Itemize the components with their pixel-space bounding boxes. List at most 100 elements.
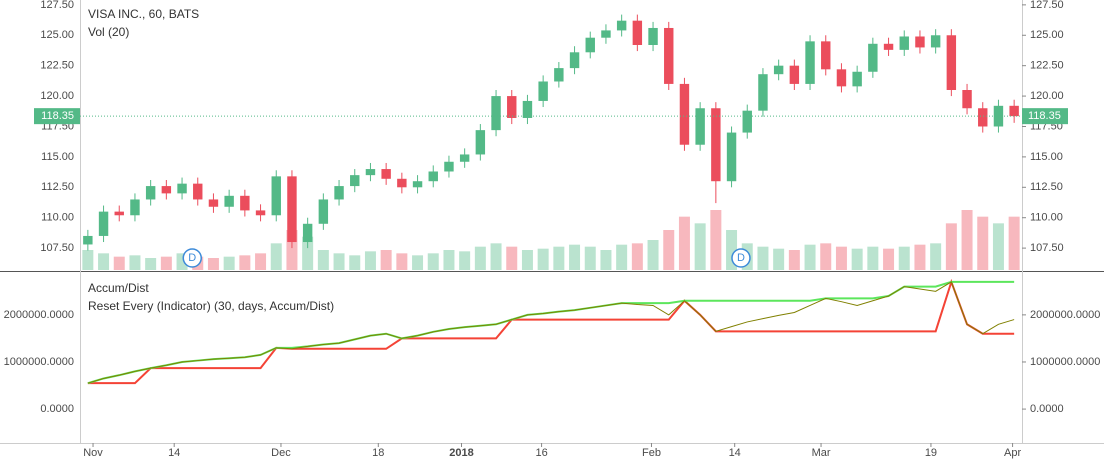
candle-body bbox=[648, 27, 658, 45]
y-tick-label-left: 120.00 bbox=[40, 90, 74, 102]
volume-label: Vol (20) bbox=[88, 25, 129, 39]
volume-bar bbox=[443, 250, 455, 270]
candle-body bbox=[695, 108, 705, 145]
volume-bar bbox=[820, 243, 832, 270]
event-marker bbox=[731, 248, 751, 268]
candle-body bbox=[883, 43, 894, 50]
y-tick-label-left: 2000000.0000 bbox=[4, 309, 74, 321]
volume-bar bbox=[160, 256, 172, 270]
candle-body bbox=[742, 110, 752, 133]
volume-bar bbox=[113, 256, 125, 270]
candle-body bbox=[334, 186, 344, 200]
x-tick-label: 14 bbox=[168, 447, 180, 459]
candle-body bbox=[381, 169, 391, 179]
candle-body bbox=[459, 154, 470, 162]
volume-bar bbox=[710, 210, 722, 270]
x-tick-label: Apr bbox=[1004, 447, 1021, 459]
volume-bar bbox=[835, 246, 847, 270]
x-tick-label: Feb bbox=[642, 447, 661, 459]
volume-bar bbox=[474, 246, 486, 270]
volume-bar bbox=[506, 246, 518, 270]
y-tick-label-left: 112.50 bbox=[41, 181, 74, 193]
candle-body bbox=[365, 169, 376, 176]
volume-bar bbox=[349, 255, 361, 270]
y-tick-label: 120.00 bbox=[1030, 90, 1064, 102]
last-price-box bbox=[1022, 108, 1068, 125]
volume-bar bbox=[977, 216, 989, 270]
volume-bar bbox=[333, 253, 345, 270]
x-tick-label: Mar bbox=[812, 447, 831, 459]
candle-body bbox=[83, 235, 93, 245]
x-tick-label: Dec bbox=[271, 447, 291, 459]
volume-bar bbox=[223, 256, 235, 270]
volume-bar bbox=[804, 244, 816, 270]
last-price-label-left: 118.35 bbox=[41, 110, 74, 122]
volume-bar bbox=[396, 253, 408, 270]
candle-body bbox=[773, 65, 784, 75]
y-tick-label: 107.50 bbox=[1030, 242, 1064, 254]
x-tick-label: 19 bbox=[925, 447, 937, 459]
candle-body bbox=[758, 74, 768, 111]
candle-body bbox=[538, 81, 548, 101]
volume-bar bbox=[663, 230, 675, 270]
candle-body bbox=[114, 211, 124, 216]
y-tick-label: 127.50 bbox=[1030, 0, 1064, 11]
y-tick-label-left: 122.50 bbox=[40, 60, 74, 72]
volume-bar bbox=[129, 255, 141, 270]
volume-bar bbox=[490, 243, 502, 270]
y-tick-label: 112.50 bbox=[1030, 181, 1063, 193]
candle-body bbox=[475, 130, 486, 155]
candle-body bbox=[318, 199, 329, 224]
y-tick-label: 115.00 bbox=[1030, 151, 1063, 163]
last-price-box-left bbox=[34, 108, 80, 125]
candle-body bbox=[1009, 105, 1019, 117]
x-tick-label: 18 bbox=[372, 447, 384, 459]
chart-title: VISA INC., 60, BATS bbox=[88, 7, 199, 21]
volume-bar bbox=[207, 258, 219, 270]
candle-body bbox=[711, 108, 721, 182]
volume-bar bbox=[98, 253, 110, 270]
y-tick-label: 2000000.0000 bbox=[1030, 309, 1100, 321]
volume-bar bbox=[584, 246, 596, 270]
candle-body bbox=[428, 171, 438, 182]
candle-body bbox=[287, 176, 297, 243]
indicator-subtitle: Reset Every (Indicator) (30, days, Accum… bbox=[88, 299, 334, 313]
candle-body bbox=[679, 83, 690, 145]
volume-bar bbox=[459, 251, 471, 270]
candle-body bbox=[585, 37, 595, 53]
volume-bar bbox=[678, 216, 690, 270]
candle-body bbox=[522, 100, 533, 118]
candle-body bbox=[601, 30, 611, 38]
volume-bar bbox=[145, 258, 157, 270]
candle-body bbox=[868, 43, 878, 72]
candle-body bbox=[632, 20, 643, 45]
candle-body bbox=[507, 96, 517, 118]
volume-bar bbox=[851, 248, 863, 270]
candle-body bbox=[899, 36, 909, 50]
volume-bar bbox=[302, 236, 314, 270]
volume-bar bbox=[961, 210, 973, 270]
candle-body bbox=[412, 181, 423, 188]
x-tick-label: Nov bbox=[83, 447, 103, 459]
event-marker bbox=[182, 248, 203, 268]
volume-bar bbox=[945, 223, 957, 270]
candle-body bbox=[821, 41, 831, 70]
volume-bar bbox=[286, 230, 298, 270]
indicator-title: Accum/Dist bbox=[88, 281, 149, 295]
volume-bar bbox=[600, 250, 612, 270]
volume-bar bbox=[773, 248, 785, 270]
candle-body bbox=[930, 35, 941, 48]
volume-bar bbox=[521, 250, 533, 270]
candle-body bbox=[444, 161, 454, 172]
volume-bar bbox=[270, 243, 282, 270]
volume-bar bbox=[380, 250, 392, 270]
candle-body bbox=[946, 35, 957, 90]
candle-body bbox=[569, 52, 580, 69]
volume-bar bbox=[616, 244, 628, 270]
volume-bar bbox=[255, 253, 267, 270]
volume-bar bbox=[569, 244, 581, 270]
volume-bar bbox=[1008, 216, 1020, 270]
y-tick-label-left: 117.50 bbox=[41, 120, 74, 132]
candle-body bbox=[130, 199, 140, 216]
volume-bar bbox=[176, 253, 188, 270]
